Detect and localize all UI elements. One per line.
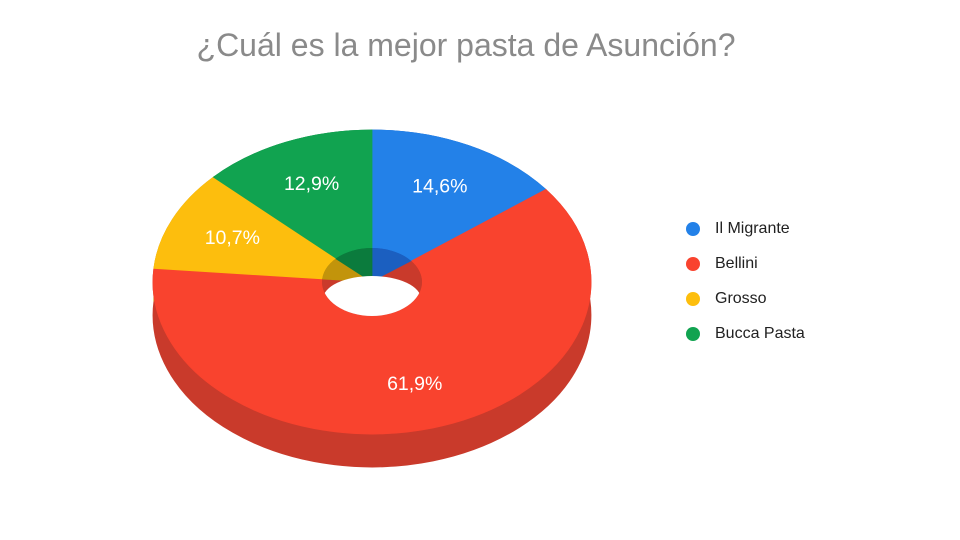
slice-label-grosso: 10,7% (205, 227, 260, 249)
chart-legend: Il Migrante Bellini Grosso Bucca Pasta (686, 219, 805, 359)
legend-item: Il Migrante (686, 219, 805, 239)
legend-item-label: Bellini (715, 255, 758, 272)
pie-slice-grosso (153, 176, 374, 283)
chart-title: ¿Cuál es la mejor pasta de Asunción? (196, 27, 736, 63)
legend-color-dot (686, 222, 700, 236)
pie-slice-bucca-pasta (212, 129, 373, 283)
pie-slice-il-migrante (371, 129, 547, 283)
legend-color-dot (686, 257, 700, 271)
legend-item: Bellini (686, 254, 805, 274)
donut-hole (322, 248, 422, 316)
legend-item: Bucca Pasta (686, 324, 805, 344)
slice-label-bucca-pasta: 12,9% (284, 173, 339, 195)
legend-item-label: Grosso (715, 290, 767, 307)
slice-label-il-migrante: 14,6% (412, 176, 467, 198)
legend-item-label: Il Migrante (715, 220, 790, 237)
legend-color-dot (686, 292, 700, 306)
legend-item: Grosso (686, 289, 805, 309)
donut-hole-floor (323, 276, 421, 316)
legend-color-dot (686, 327, 700, 341)
slice-label-bellini: 61,9% (387, 373, 442, 395)
legend-item-label: Bucca Pasta (715, 325, 805, 342)
